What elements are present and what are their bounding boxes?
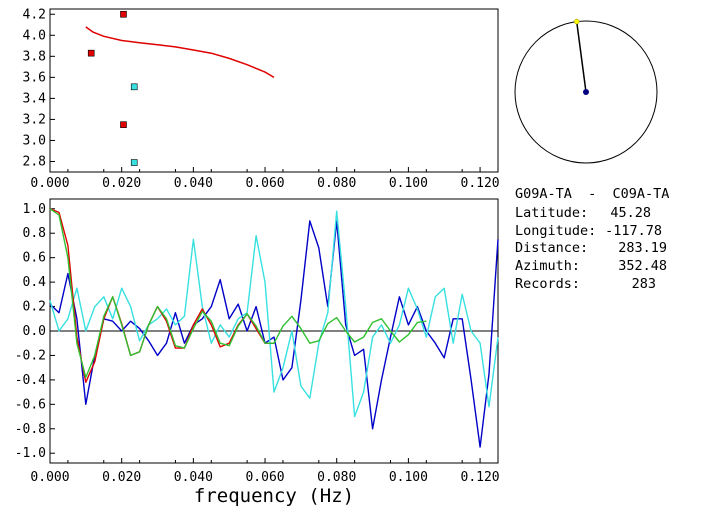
y-tick-label: 0.6 <box>23 251 46 266</box>
cyan-point <box>130 83 138 91</box>
dispersion-panel: 0.000 0.020 0.040 0.060 0.080 0.100 0.120 2.8 3.… <box>23 7 500 191</box>
longitude-value: -117.78 <box>605 223 662 239</box>
azimuth-label: Azimuth: <box>515 258 580 274</box>
y-tick-label: -0.4 <box>15 373 46 388</box>
y-tick-label: 4.2 <box>23 7 46 22</box>
y-tick-label: -1.0 <box>15 446 46 461</box>
y-tick-label: 4.0 <box>23 28 46 43</box>
distance-label: Distance: <box>515 240 588 256</box>
longitude-label: Longitude: <box>515 223 596 239</box>
y-tick-label: -0.8 <box>15 422 46 437</box>
y-tick-label: 3.8 <box>23 49 46 64</box>
red-series-line <box>49 208 274 383</box>
latitude-label: Latitude: <box>515 205 588 221</box>
azimuth-dial <box>514 18 658 164</box>
x-tick-label: 0.120 <box>461 470 500 485</box>
latitude-value: 45.28 <box>610 205 651 221</box>
x-tick-label: 0.020 <box>102 470 141 485</box>
y-tick-label: 3.4 <box>23 91 47 106</box>
dial-center-dot <box>583 89 589 95</box>
x-tick-label: 0.040 <box>174 470 213 485</box>
correlation-plot <box>49 208 499 448</box>
y-tick-label: 3.2 <box>23 112 46 127</box>
x-tick-label: 0.080 <box>317 176 356 191</box>
cyan-point <box>130 159 138 166</box>
x-tick-label: 0.100 <box>389 470 428 485</box>
azimuth-value: 352.48 <box>618 258 667 274</box>
correlation-panel: 0.000 0.020 0.040 0.060 0.080 0.100 0.120 1.0 0.… <box>15 198 500 507</box>
x-tick-label: 0.060 <box>245 176 284 191</box>
x-tick-label: 0.020 <box>102 176 141 191</box>
station-pair: G09A-TA - C09A-TA <box>515 186 669 202</box>
correlation-axes: 0.000 0.020 0.040 0.060 0.080 0.100 0.120 1.0 0.… <box>15 202 500 485</box>
distance-value: 283.19 <box>618 240 667 256</box>
cyan-series-line <box>49 210 499 418</box>
dial-needle <box>575 21 587 93</box>
dispersion-plot <box>85 10 275 166</box>
green-series-line <box>49 208 427 379</box>
y-tick-label: 0.4 <box>23 275 47 290</box>
x-axis-label: frequency (Hz) <box>194 485 354 507</box>
dispersion-frame <box>49 8 499 173</box>
y-tick-label: 2.8 <box>23 154 46 169</box>
y-tick-label: -0.6 <box>15 397 46 412</box>
dispersion-curve <box>85 26 275 79</box>
y-tick-label: 0.2 <box>23 300 46 315</box>
x-tick-label: 0.000 <box>30 176 69 191</box>
y-tick-label: -0.2 <box>15 348 46 363</box>
y-tick-label: 3.6 <box>23 70 46 85</box>
y-tick-label: 3.0 <box>23 133 46 148</box>
blue-series-line <box>49 220 499 448</box>
x-tick-label: 0.080 <box>317 470 356 485</box>
dispersion-axes: 0.000 0.020 0.040 0.060 0.080 0.100 0.120 2.8 3.… <box>23 7 500 191</box>
y-tick-label: 0.0 <box>23 324 46 339</box>
records-label: Records: <box>515 276 580 292</box>
y-tick-label: 1.0 <box>23 202 46 217</box>
x-tick-label: 0.060 <box>245 470 284 485</box>
dial-tip-dot <box>573 18 580 25</box>
red-point <box>120 121 127 128</box>
x-tick-label: 0.100 <box>389 176 428 191</box>
x-tick-label: 0.120 <box>461 176 500 191</box>
red-point <box>87 49 95 57</box>
red-point <box>120 10 127 18</box>
y-tick-label: 0.8 <box>23 226 46 241</box>
dial-circle <box>514 20 658 164</box>
station-info: G09A-TA - C09A-TA Latitude: 45.28 Longit… <box>515 186 669 292</box>
x-tick-label: 0.000 <box>30 470 69 485</box>
records-value: 283 <box>632 276 656 292</box>
x-tick-label: 0.040 <box>174 176 213 191</box>
